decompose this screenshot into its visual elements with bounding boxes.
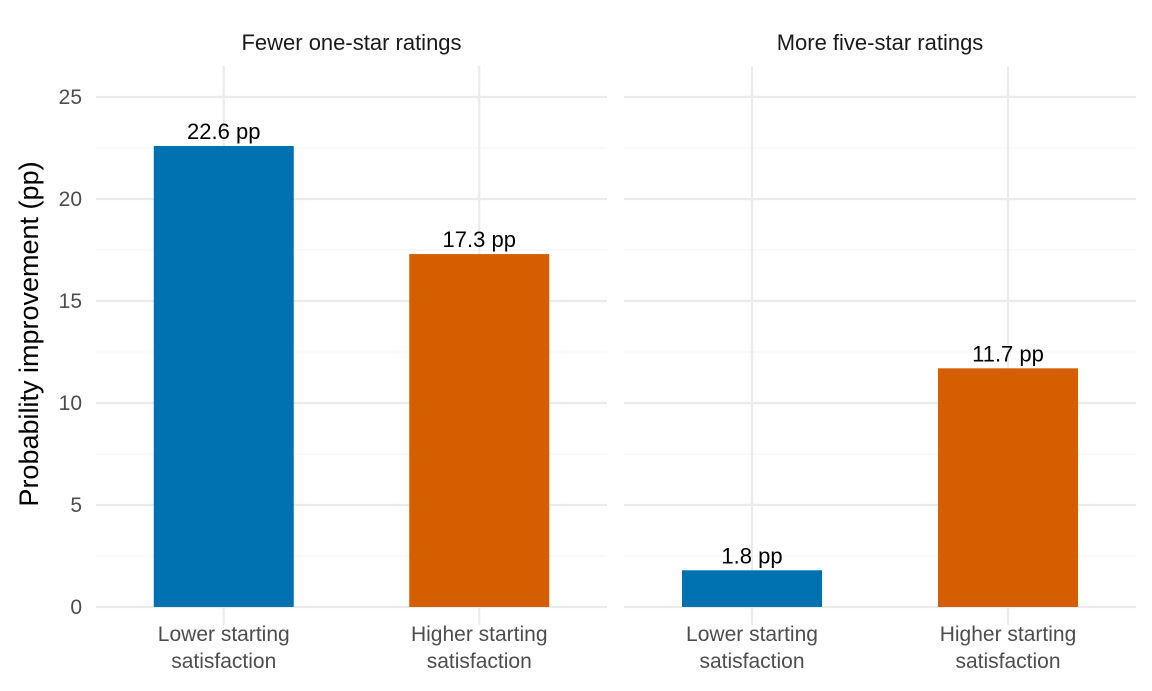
label-layer: 22.6 pp 17.3 pp 1.8 pp 11.7 pp	[187, 119, 1044, 568]
x-tick-label: Higher starting satisfaction	[411, 623, 548, 673]
data-label: 22.6 pp	[187, 119, 260, 144]
data-label: 17.3 pp	[443, 227, 516, 252]
y-tick-label: 15	[59, 290, 82, 313]
data-label: 11.7 pp	[972, 341, 1044, 366]
facet-title: Fewer one-star ratings	[241, 30, 461, 55]
x-tick-label: Higher starting satisfaction	[940, 623, 1077, 673]
x-tick-label: Lower starting satisfaction	[158, 623, 290, 673]
y-tick-label: 5	[70, 494, 82, 517]
y-axis: 0 5 10 15 20 25	[59, 86, 82, 619]
bar	[682, 570, 822, 607]
y-axis-title: Probability improvement (pp)	[14, 161, 44, 506]
bar	[153, 145, 294, 607]
facet-title: More five-star ratings	[777, 30, 984, 55]
bar	[938, 368, 1078, 607]
y-tick-label: 0	[70, 596, 82, 619]
bar-layer	[153, 145, 1078, 607]
y-tick-label: 20	[59, 188, 82, 211]
x-tick-label: Lower starting satisfaction	[686, 623, 818, 673]
y-tick-label: 10	[59, 392, 82, 415]
facet-strips: Fewer one-star ratings More five-star rat…	[241, 30, 983, 55]
x-axis: Lower starting satisfaction Higher startin…	[158, 623, 1076, 673]
data-label: 1.8 pp	[721, 543, 782, 568]
y-tick-label: 25	[59, 86, 82, 109]
bar	[409, 254, 550, 607]
